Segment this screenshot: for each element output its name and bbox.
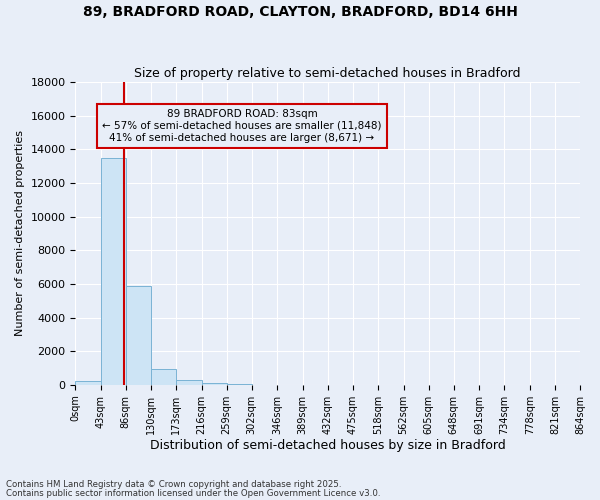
Text: 89 BRADFORD ROAD: 83sqm
← 57% of semi-detached houses are smaller (11,848)
41% o: 89 BRADFORD ROAD: 83sqm ← 57% of semi-de… <box>102 110 382 142</box>
Y-axis label: Number of semi-detached properties: Number of semi-detached properties <box>15 130 25 336</box>
Bar <box>202 382 227 385</box>
Bar <box>76 382 101 385</box>
Text: Contains public sector information licensed under the Open Government Licence v3: Contains public sector information licen… <box>6 489 380 498</box>
Bar <box>125 286 151 385</box>
Bar <box>176 380 202 385</box>
Bar <box>227 384 252 385</box>
X-axis label: Distribution of semi-detached houses by size in Bradford: Distribution of semi-detached houses by … <box>150 440 506 452</box>
Bar <box>151 369 176 385</box>
Text: Contains HM Land Registry data © Crown copyright and database right 2025.: Contains HM Land Registry data © Crown c… <box>6 480 341 489</box>
Bar <box>101 158 125 385</box>
Title: Size of property relative to semi-detached houses in Bradford: Size of property relative to semi-detach… <box>134 66 521 80</box>
Text: 89, BRADFORD ROAD, CLAYTON, BRADFORD, BD14 6HH: 89, BRADFORD ROAD, CLAYTON, BRADFORD, BD… <box>83 5 517 19</box>
